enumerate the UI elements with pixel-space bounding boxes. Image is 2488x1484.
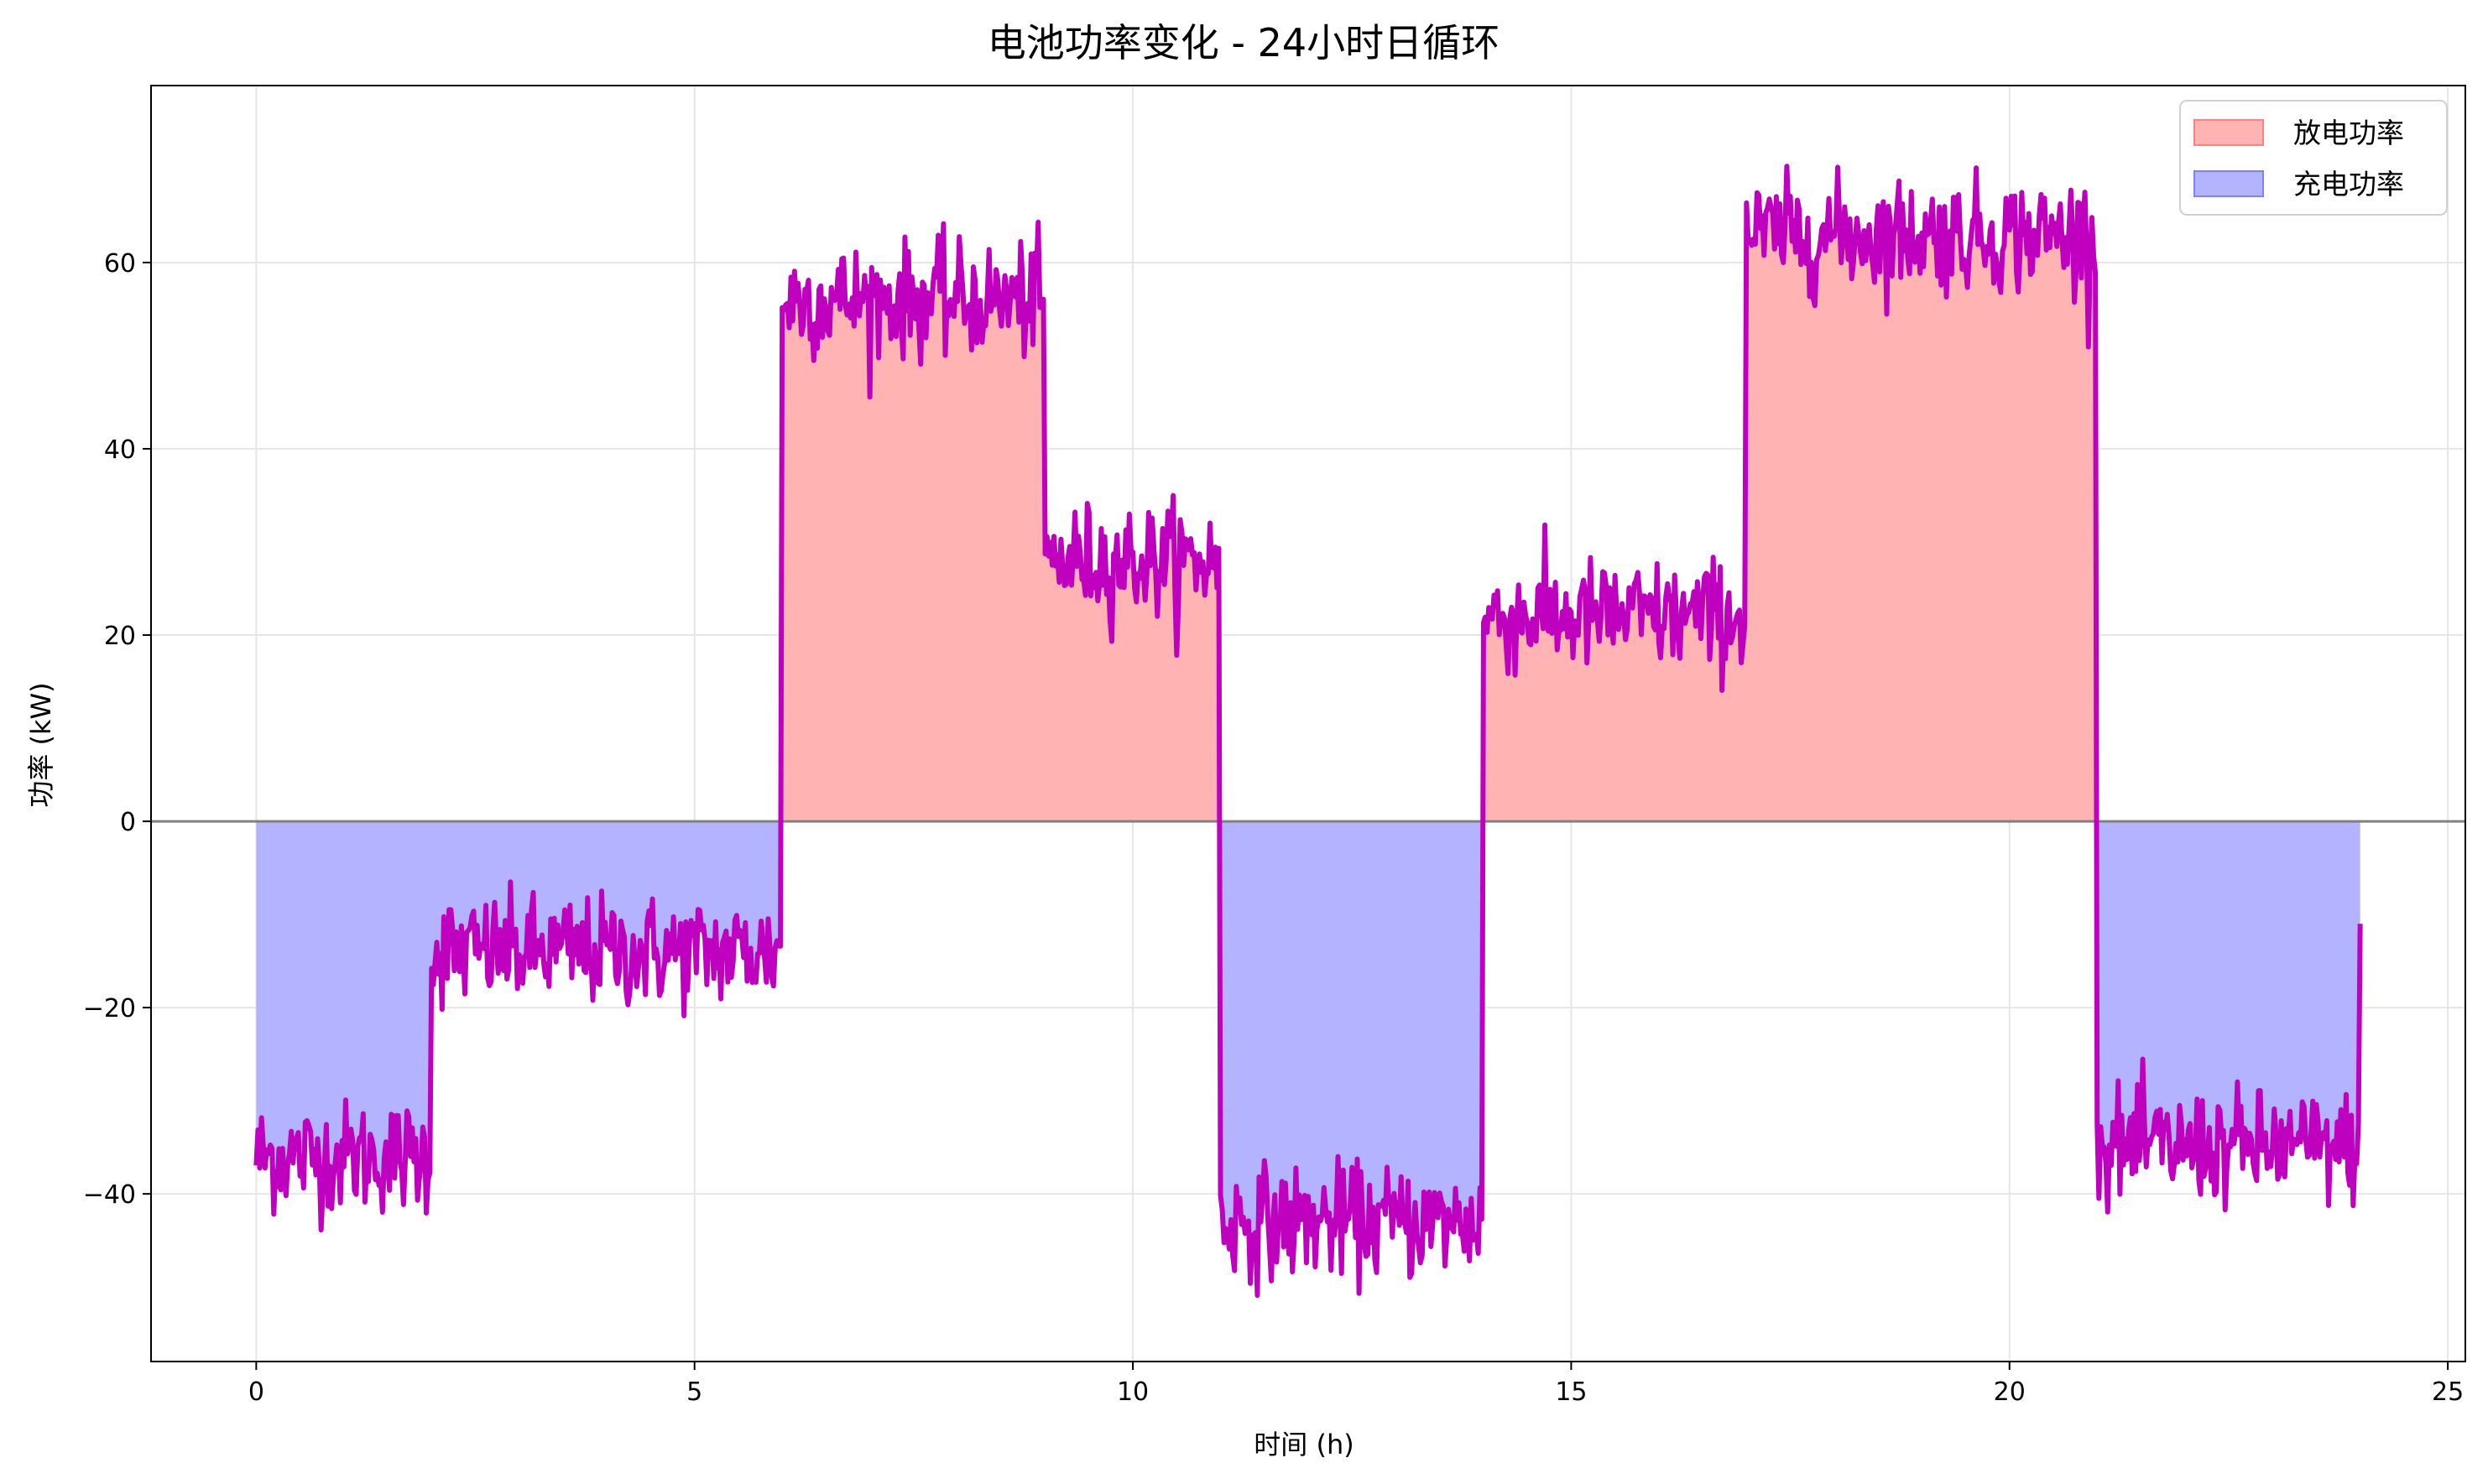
power-line [253,164,2363,1299]
power-line-group [253,164,2363,1299]
legend-label-charge: 充电功率 [2293,168,2404,200]
x-tick-label: 15 [1555,1377,1587,1407]
legend-label-discharge: 放电功率 [2293,117,2404,149]
y-tick-label: −40 [83,1180,136,1210]
x-tick-label: 0 [248,1377,264,1407]
x-tick-label: 10 [1117,1377,1149,1407]
x-tick-label: 5 [686,1377,702,1407]
x-tick-label: 25 [2432,1377,2464,1407]
y-tick-label: 60 [104,249,136,279]
charge-area [256,821,2360,1296]
x-axis-ticks: 0 5 10 15 20 25 [248,1362,2464,1407]
plot-frame [150,85,2466,1362]
legend-swatch-charge [2193,170,2264,197]
y-tick-label: 40 [104,435,136,465]
y-axis-title: 功率 (kW) [25,682,57,807]
y-tick-label: −20 [83,994,136,1023]
legend-swatch-discharge [2193,119,2264,146]
y-tick-label: 0 [120,808,136,837]
chart-title: 电池功率变化 - 24小时日循环 [988,20,1500,65]
y-axis-ticks: −40 −20 0 20 40 60 [83,249,151,1210]
x-tick-label: 20 [1994,1377,2026,1407]
legend: 放电功率 充电功率 [2179,100,2448,216]
y-tick-label: 20 [104,622,136,651]
x-axis-title: 时间 (h) [1254,1429,1354,1461]
